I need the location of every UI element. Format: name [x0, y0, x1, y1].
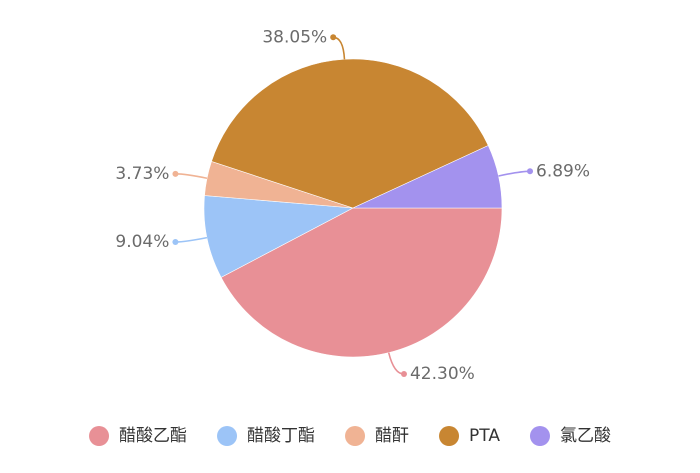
- slice-5-wedge[interactable]: [352, 145, 503, 209]
- legend-item-2[interactable]: 醋酸丁酯: [217, 426, 315, 446]
- legend-marker-5: [529, 426, 550, 446]
- legend-label-4: PTA: [469, 426, 500, 446]
- legend-marker-3: [345, 426, 366, 446]
- legend-item-3[interactable]: 醋酐: [345, 426, 409, 446]
- slice-5-leader-dot: [527, 168, 534, 175]
- slice-2-leader-dot: [172, 238, 179, 245]
- slice-1-label: 42.30%: [410, 364, 475, 384]
- legend-item-1[interactable]: 醋酸乙酯: [89, 426, 187, 446]
- slice-1-leader-dot: [400, 371, 407, 378]
- slice-3-label: 3.73%: [115, 164, 169, 184]
- slice-5-label: 6.89%: [536, 161, 590, 181]
- slice-3-leader: [175, 173, 208, 180]
- slice-2-label: 9.04%: [115, 232, 169, 252]
- slice-5-leader: [498, 170, 531, 177]
- legend-label-1: 醋酸乙酯: [119, 426, 187, 446]
- legend-marker-2: [217, 426, 238, 446]
- legend-label-3: 醋酐: [375, 426, 409, 446]
- leader-lines: [172, 34, 534, 378]
- slice-2-wedge[interactable]: [203, 195, 355, 278]
- legend-item-4[interactable]: PTA: [439, 426, 500, 446]
- legend-label-5: 氯乙酸: [560, 426, 611, 446]
- legend-label-2: 醋酸丁酯: [247, 426, 315, 446]
- legend-item-5[interactable]: 氯乙酸: [529, 426, 611, 446]
- slice-4-label: 38.05%: [262, 27, 327, 47]
- slice-4-leader-dot: [330, 34, 337, 41]
- slice-4-leader: [333, 36, 346, 60]
- slice-3-leader-dot: [172, 170, 179, 177]
- legend: 醋酸乙酯 醋酸丁酯 醋酐 PTA 氯乙酸: [89, 426, 611, 446]
- legend-marker-1: [89, 426, 110, 446]
- pie-slices: [203, 58, 503, 358]
- legend-marker-4: [439, 426, 460, 446]
- slice-1-leader: [387, 352, 405, 375]
- slice-1-wedge[interactable]: [220, 207, 503, 358]
- slice-2-leader: [175, 236, 208, 243]
- slice-labels: 42.30% 9.04% 3.73% 38.05% 6.89%: [115, 27, 590, 384]
